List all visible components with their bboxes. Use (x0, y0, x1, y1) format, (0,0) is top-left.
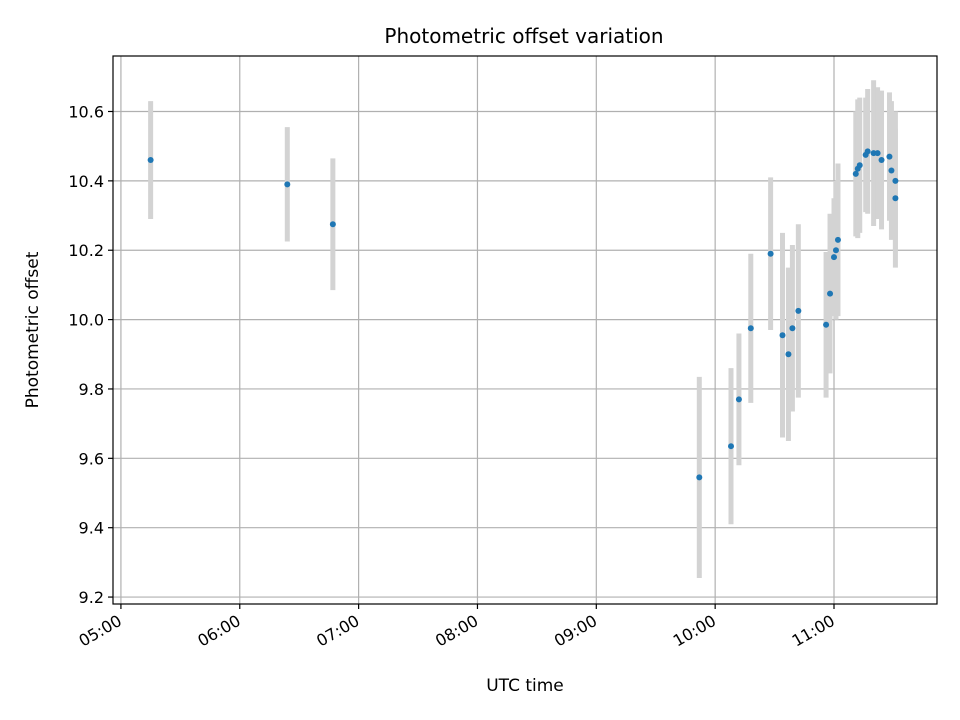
y-axis-label: Photometric offset (23, 251, 43, 408)
data-point (892, 195, 899, 202)
data-point (832, 247, 839, 254)
y-tick-label: 9.6 (79, 449, 104, 468)
data-point (823, 321, 830, 328)
data-point (831, 254, 837, 261)
y-axis: 9.2 9.4 9.6 9.8 10.0 10.2 10.4 10.6 (68, 102, 113, 607)
y-tick-label: 9.4 (79, 519, 104, 538)
data-point (795, 307, 802, 314)
y-tick-label: 10.6 (68, 102, 104, 121)
plot-frame (112, 55, 938, 605)
data-point (779, 332, 786, 339)
y-tick-label: 9.8 (79, 380, 104, 399)
data-point (856, 162, 863, 169)
data-point (147, 157, 154, 164)
data-point (827, 290, 834, 297)
data-point (888, 167, 895, 174)
data-point (892, 177, 899, 184)
data-point (284, 181, 291, 188)
data-point (735, 396, 742, 403)
data-points (147, 148, 899, 481)
data-point (329, 221, 336, 228)
data-point (886, 153, 893, 160)
y-tick-label: 10.4 (68, 172, 104, 191)
chart-title: Photometric offset variation (384, 24, 663, 48)
y-tick-label: 9.2 (79, 588, 104, 607)
data-point (834, 236, 841, 243)
data-point (747, 325, 754, 332)
data-point (728, 443, 734, 450)
data-point (874, 150, 881, 157)
data-point (789, 325, 796, 332)
data-point (878, 157, 885, 164)
data-point (767, 250, 774, 257)
data-point (696, 474, 703, 481)
plot-area (113, 56, 937, 604)
x-axis-label: UTC time (486, 676, 564, 696)
data-point (864, 148, 871, 155)
data-point (785, 351, 792, 358)
y-tick-label: 10.0 (68, 311, 104, 330)
y-tick-label: 10.2 (68, 241, 104, 260)
data-point (852, 170, 859, 177)
